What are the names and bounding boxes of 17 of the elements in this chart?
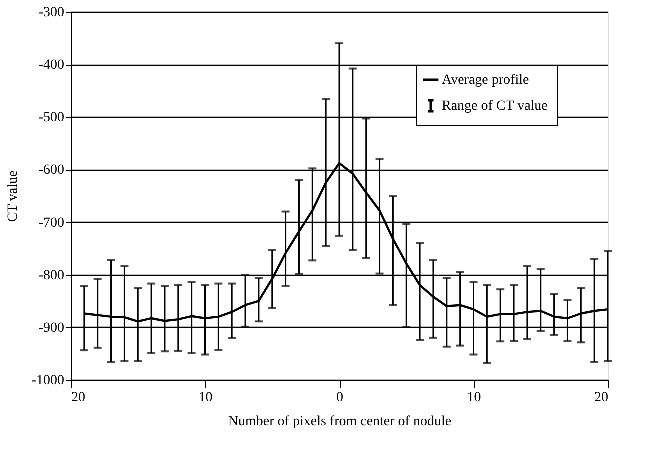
y-tick-label: -400 bbox=[38, 58, 64, 74]
x-tick-label: 10 bbox=[467, 390, 482, 406]
y-tick-label: -800 bbox=[38, 268, 64, 284]
x-axis-title: Number of pixels from center of nodule bbox=[228, 414, 452, 430]
y-tick-label: -600 bbox=[38, 163, 64, 178]
y-axis-title: CT value bbox=[6, 170, 21, 222]
x-tick-label: 10 bbox=[198, 390, 213, 406]
y-tick-label: -700 bbox=[38, 216, 64, 231]
x-tick-label: 0 bbox=[336, 390, 344, 406]
y-tick-label: -500 bbox=[38, 110, 64, 126]
x-tick-label: 20 bbox=[594, 390, 608, 406]
legend-label: Average profile bbox=[442, 73, 530, 88]
annotation: Range of CT value bbox=[442, 99, 548, 114]
y-tick-label: -900 bbox=[38, 320, 64, 336]
y-tick-label: -1000 bbox=[32, 374, 64, 388]
x-tick-label: 20 bbox=[72, 390, 86, 406]
y-tick-label: -300 bbox=[38, 6, 64, 20]
